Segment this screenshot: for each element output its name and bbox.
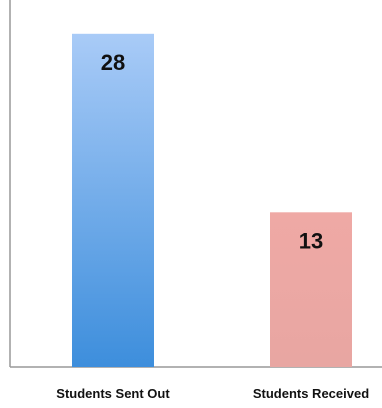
data-label: 13 xyxy=(299,228,323,253)
category-label: Students Received xyxy=(253,386,369,401)
bar-students-received xyxy=(270,212,352,367)
bar-students-sent-out xyxy=(72,33,154,368)
bars-group xyxy=(72,33,352,368)
data-label: 28 xyxy=(101,50,125,75)
data-labels-group: 28 13 xyxy=(101,50,323,254)
category-labels-group: Students Sent Out Students Received xyxy=(56,386,369,401)
category-label: Students Sent Out xyxy=(56,386,170,401)
